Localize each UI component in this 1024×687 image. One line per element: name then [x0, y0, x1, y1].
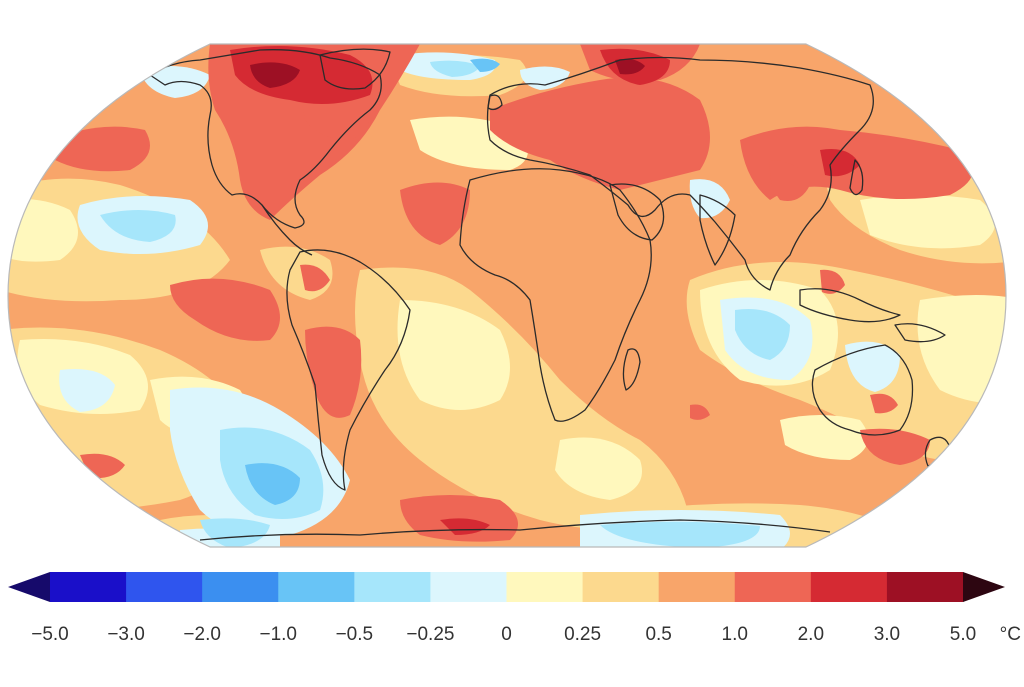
coastline-new-guinea [894, 323, 946, 343]
anomaly-map [7, 43, 1007, 548]
coastlines [149, 48, 951, 541]
legend-swatch [582, 572, 660, 602]
legend-tick-label: 0.25 [564, 624, 601, 645]
legend-tick-label: −0.5 [336, 624, 374, 645]
legend-tick-label: −0.25 [406, 624, 454, 645]
legend-swatch [126, 572, 203, 602]
anomaly-band-m1-m05 [245, 58, 500, 505]
legend-swatch [506, 572, 584, 602]
legend-tick-label: −2.0 [183, 624, 221, 645]
coastline-greenland [319, 48, 391, 90]
legend-swatch [734, 572, 812, 602]
coastline-eurasia [486, 56, 874, 291]
legend-swatch [202, 572, 279, 602]
coastline-madagascar [622, 348, 641, 391]
coastline-uk [487, 94, 503, 111]
legend-tick-label: 1.0 [722, 624, 748, 645]
legend-bar [8, 572, 1005, 602]
anomaly-band-m05-m025 [100, 60, 790, 547]
coastline-arabia [609, 183, 665, 241]
legend-cap-low [8, 572, 50, 602]
coastline-india [699, 194, 736, 266]
legend-tick-label: 2.0 [798, 624, 824, 645]
coastline-south-america [286, 249, 411, 491]
legend-swatch [354, 572, 431, 602]
legend-swatch [658, 572, 736, 602]
legend-cap-high [963, 572, 1005, 602]
coastline-antarctica [199, 519, 831, 541]
map-svg [7, 43, 1007, 548]
legend-tick-label: −3.0 [107, 624, 145, 645]
coastline-japan [849, 159, 864, 196]
legend-svg: −5.0 −3.0 −2.0 −1.0 −0.5 −0.25 0 0.25 0.5 1.0 2.0 3… [8, 572, 1021, 645]
anomaly-field [8, 44, 1006, 547]
legend-swatch [810, 572, 888, 602]
legend-unit-label: °C [1000, 624, 1021, 645]
legend-tick-label: 0 [501, 624, 512, 645]
coastline-north-america [149, 49, 382, 229]
color-legend: −5.0 −3.0 −2.0 −1.0 −0.5 −0.25 0 0.25 0.5 1.0 2.0 3… [0, 560, 1024, 682]
legend-tick-label: −5.0 [31, 624, 69, 645]
legend-tick-label: 0.5 [645, 624, 671, 645]
coastline-indonesia [799, 288, 901, 323]
legend-tick-label: 5.0 [950, 624, 976, 645]
legend-swatch [886, 572, 964, 602]
globe-frame [7, 43, 1007, 548]
legend-swatch [50, 572, 127, 602]
legend-tick-label: −1.0 [259, 624, 297, 645]
coastline-africa [459, 168, 652, 422]
legend-tick-label: 3.0 [874, 624, 900, 645]
legend-tick-labels: −5.0 −3.0 −2.0 −1.0 −0.5 −0.25 0 0.25 0.5 1.0 2.0 3… [31, 624, 1021, 645]
coastline-central-america [261, 204, 313, 256]
legend-swatch [430, 572, 507, 602]
anomaly-band-3-5 [250, 58, 645, 88]
coastline-australia [811, 344, 914, 436]
legend-swatch [278, 572, 355, 602]
